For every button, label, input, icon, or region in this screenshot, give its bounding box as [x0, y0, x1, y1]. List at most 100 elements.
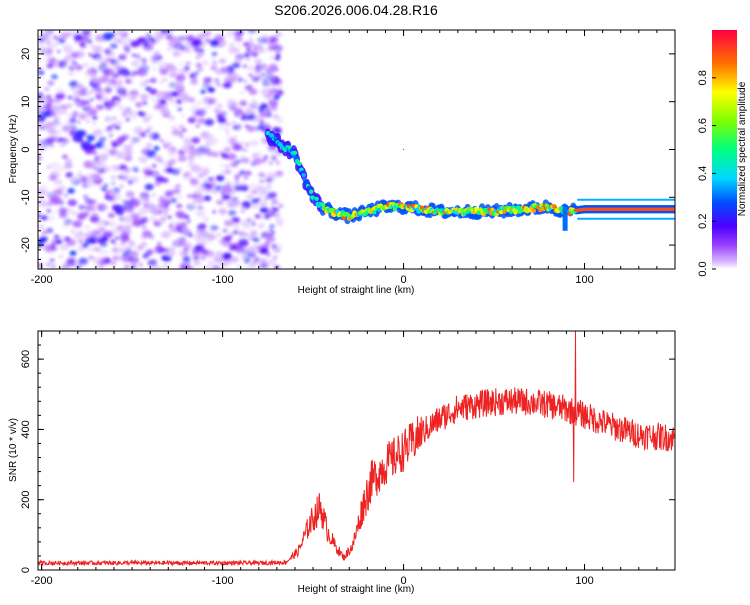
noise-blob — [191, 137, 201, 144]
noise-blob — [98, 95, 109, 103]
noise-blob — [259, 179, 265, 184]
noise-blob — [83, 160, 94, 169]
ridge-core — [672, 207, 675, 211]
noise-blob — [247, 30, 257, 34]
noise-blob — [107, 212, 116, 219]
noise-blob — [239, 219, 248, 226]
noise-blob — [258, 258, 262, 262]
noise-blob — [139, 133, 146, 138]
noise-blob — [87, 144, 97, 151]
noise-blob — [140, 242, 147, 247]
noise-blob — [145, 86, 152, 92]
noise-blob — [148, 36, 156, 43]
noise-blob — [227, 30, 232, 34]
noise-blob — [174, 183, 182, 189]
noise-blob — [46, 47, 51, 50]
noise-blob — [183, 258, 192, 264]
noise-blob — [154, 248, 160, 253]
noise-blob — [187, 51, 192, 54]
noise-blob — [204, 118, 215, 126]
noise-blob — [277, 203, 284, 209]
noise-blob — [173, 42, 184, 51]
noise-blob — [65, 158, 73, 164]
noise-blob — [70, 229, 77, 234]
noise-blob — [171, 239, 183, 248]
colorbar-ticks: 0.0 0.2 0.4 0.6 0.8 — [697, 70, 716, 277]
noise-blob — [110, 175, 118, 180]
noise-blob — [63, 138, 70, 144]
noise-blob — [92, 116, 98, 120]
noise-blob — [251, 75, 261, 83]
noise-blob — [216, 82, 221, 87]
noise-blob — [138, 196, 148, 204]
noise-blob — [116, 87, 126, 94]
noise-blob — [245, 57, 251, 61]
noise-blob — [114, 236, 120, 240]
noise-blob — [120, 170, 129, 176]
noise-blob — [41, 35, 52, 43]
noise-blob — [233, 135, 238, 139]
ridge-core — [372, 210, 377, 215]
noise-blob — [175, 73, 186, 82]
noise-blob — [191, 99, 196, 103]
noise-blob — [195, 55, 201, 60]
noise-blob — [96, 56, 104, 62]
noise-blob — [109, 70, 117, 75]
noise-blob — [64, 162, 73, 169]
colorbar-tick-label: 0.2 — [697, 214, 709, 229]
noise-blob — [59, 243, 69, 251]
noise-blob — [165, 249, 176, 258]
noise-blob — [92, 165, 99, 171]
noise-blob — [102, 147, 110, 152]
noise-blob — [144, 183, 154, 191]
noise-blob — [128, 256, 140, 264]
noise-blob — [115, 204, 125, 212]
noise-blob — [115, 120, 123, 126]
noise-blob — [117, 136, 122, 140]
noise-blob — [269, 224, 276, 229]
noise-blob — [110, 123, 118, 128]
noise-blob — [38, 200, 49, 208]
noise-blob — [255, 64, 261, 69]
noise-blob — [187, 194, 192, 198]
noise-blob — [200, 167, 210, 175]
noise-blob — [229, 182, 237, 188]
noise-blob — [163, 204, 168, 208]
noise-blob — [198, 230, 207, 237]
noise-blob — [195, 210, 206, 218]
noise-blob — [189, 144, 196, 150]
noise-blob — [197, 173, 204, 178]
spectrogram-xtick-label: 100 — [575, 274, 593, 286]
colorbar-gradient — [712, 30, 737, 269]
noise-blob — [130, 72, 136, 77]
noise-blob — [161, 216, 167, 221]
noise-blob — [95, 232, 103, 238]
noise-blob — [218, 208, 227, 215]
noise-blob — [139, 216, 149, 224]
noise-blob — [54, 178, 63, 185]
noise-blob — [260, 231, 271, 239]
noise-blob — [44, 86, 50, 91]
noise-blob — [151, 164, 157, 168]
noise-blob — [44, 31, 50, 35]
noise-blob — [249, 190, 253, 193]
noise-blob — [134, 56, 144, 63]
noise-blob — [230, 199, 241, 207]
noise-blob — [180, 238, 187, 243]
noise-blob — [38, 141, 45, 147]
noise-blob — [125, 150, 133, 156]
noise-blob — [110, 239, 116, 243]
noise-blob — [168, 81, 178, 89]
snr-ylabel: SNR (10 * v/v) — [8, 418, 19, 482]
noise-blob — [199, 107, 208, 114]
noise-blob — [165, 63, 175, 70]
noise-blob — [218, 123, 228, 131]
noise-blob — [268, 87, 279, 96]
noise-blob — [58, 212, 68, 219]
noise-blob — [169, 71, 178, 78]
noise-blob — [213, 256, 224, 263]
noise-blob — [204, 38, 211, 44]
noise-blob — [140, 71, 149, 77]
ridge-core — [552, 204, 557, 209]
